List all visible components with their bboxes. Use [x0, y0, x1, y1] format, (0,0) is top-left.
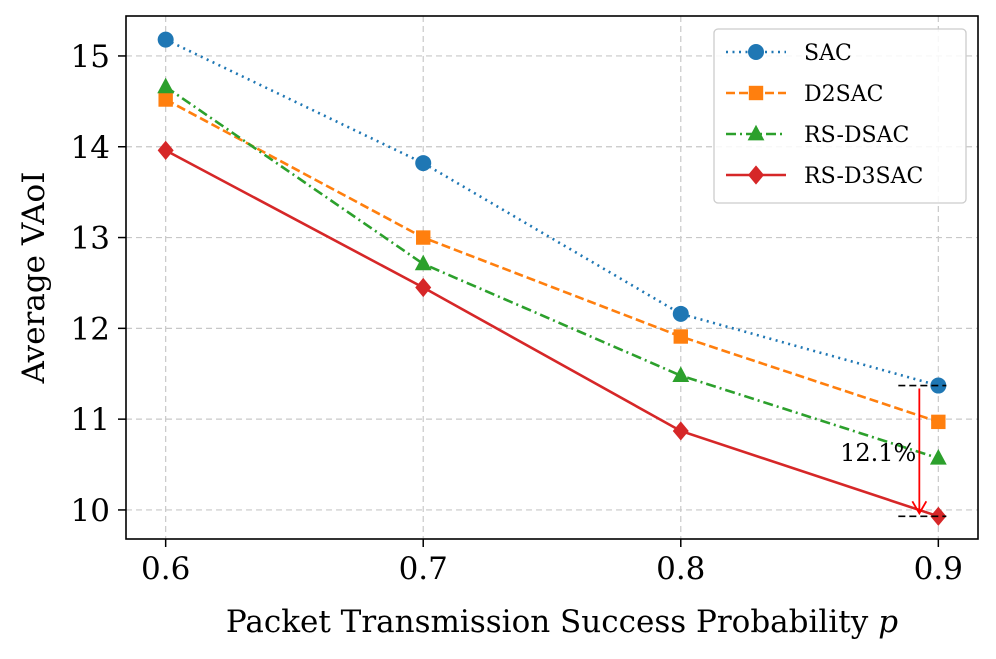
tick-layer: 0.6 0.7 0.8 0.9 10 11 12 13 14 15	[71, 39, 963, 587]
y-tick-label: 11	[71, 402, 110, 438]
y-tick-label: 13	[71, 221, 110, 257]
y-tick-label: 15	[71, 39, 110, 75]
data-point-d2sac	[673, 329, 688, 344]
legend-entry-d2sac: D2SAC	[726, 82, 883, 107]
x-tick-label: 0.9	[914, 551, 963, 587]
data-point-rs-dsac	[672, 366, 690, 382]
legend-box	[713, 28, 967, 204]
x-tick-label: 0.8	[656, 551, 705, 587]
series-line-d2sac	[165, 98, 939, 424]
data-point-rs-dsac	[414, 254, 432, 271]
y-tick-label: 14	[71, 130, 110, 166]
data-point-rs-dsac	[929, 448, 947, 465]
annotation-label: 12.1%	[840, 439, 916, 467]
legend-entry-sac: SAC	[726, 41, 852, 66]
legend-label: RS-D3SAC	[804, 164, 923, 189]
data-point-rs-d3sac	[415, 277, 432, 298]
legend-entry-rs-dsac: RS-DSAC	[726, 123, 909, 148]
data-point-rs-d3sac	[157, 140, 174, 160]
legend-label: RS-DSAC	[804, 123, 909, 148]
legend-marker	[748, 44, 764, 60]
data-point-sac	[157, 31, 174, 48]
annotation-layer: 12.1%	[840, 384, 947, 518]
data-point-sac	[672, 305, 689, 322]
series-line-rs-d3sac	[165, 149, 939, 518]
data-point-rs-dsac	[157, 77, 175, 94]
legend-marker	[747, 124, 765, 141]
x-tick-label: 0.7	[399, 551, 448, 587]
y-tick-label: 10	[71, 493, 110, 529]
y-axis-label: Average VAoI	[16, 172, 52, 385]
data-point-sac	[415, 155, 432, 172]
series-d2sac	[158, 92, 946, 430]
data-point-d2sac	[416, 230, 431, 245]
x-axis-label-text: Packet Transmission Success Probability	[226, 604, 869, 640]
series-rs-dsac	[157, 77, 947, 465]
y-tick-label: 12	[71, 311, 110, 347]
legend: SAC D2SAC RS-DSAC RS-D3SAC	[713, 28, 967, 204]
x-tick-label: 0.6	[141, 551, 190, 587]
legend-label: D2SAC	[804, 82, 883, 107]
legend-marker	[748, 165, 764, 185]
legend-label: SAC	[804, 41, 852, 66]
annotation-arrow-head	[911, 500, 928, 516]
legend-marker	[748, 85, 764, 101]
data-point-d2sac	[931, 414, 946, 430]
data-point-rs-d3sac	[672, 421, 689, 441]
x-axis-label-variable: p	[878, 604, 898, 640]
series-line-rs-dsac	[164, 85, 939, 460]
x-axis-label: Packet Transmission Success Probability p	[226, 604, 898, 640]
legend-entry-rs-d3sac: RS-D3SAC	[726, 164, 923, 189]
data-point-d2sac	[158, 92, 173, 107]
plot-frame	[125, 15, 979, 540]
